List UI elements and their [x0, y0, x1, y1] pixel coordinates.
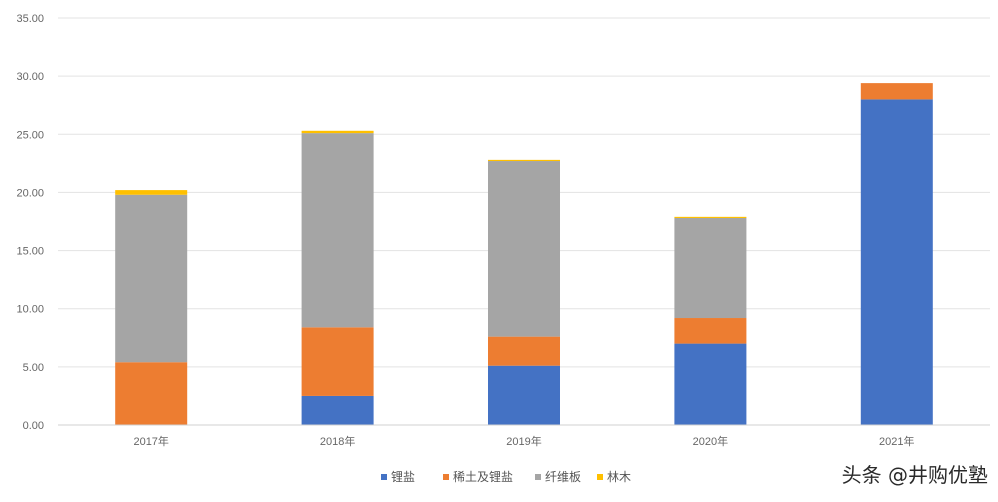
- x-tick-label: 2021年: [879, 434, 914, 448]
- bar-segment: [301, 395, 374, 425]
- bar-segment: [488, 159, 560, 162]
- x-tick-label: 2019年: [506, 434, 541, 448]
- bar-segment: [674, 216, 747, 219]
- y-tick-label: 30.00: [16, 71, 44, 83]
- bars: [115, 83, 933, 426]
- bar-segment: [301, 130, 374, 134]
- legend-swatch: [597, 474, 603, 480]
- bar-segment: [301, 327, 374, 396]
- y-tick-label: 35.00: [16, 13, 44, 25]
- y-tick-label: 5.00: [23, 362, 44, 374]
- legend-label: 锂盐: [391, 469, 415, 484]
- bar-segment: [860, 99, 933, 426]
- watermark: 头条 @井购优塾: [841, 463, 988, 487]
- y-tick-label: 0.00: [23, 420, 44, 432]
- bar-segment: [115, 190, 188, 195]
- bar-segment: [860, 83, 933, 100]
- bar-segment: [674, 318, 747, 344]
- bar-segment: [301, 133, 374, 328]
- y-tick-label: 20.00: [16, 187, 44, 199]
- legend-label: 林木: [607, 470, 631, 484]
- x-tick-label: 2020年: [693, 434, 728, 448]
- x-tick-label: 2017年: [133, 434, 168, 448]
- bar-segment: [674, 218, 747, 319]
- bar-segment: [488, 161, 560, 337]
- bar-segment: [488, 365, 560, 425]
- bar-segment: [674, 343, 747, 425]
- bar-segment: [115, 362, 188, 425]
- bar-segment: [115, 194, 188, 363]
- bar-segment: [488, 336, 560, 366]
- legend-swatch: [381, 474, 387, 480]
- legend-label: 稀土及锂盐: [453, 469, 513, 484]
- legend: 锂盐 稀土及锂盐 纤维板 林木: [381, 469, 631, 484]
- y-tick-label: 10.00: [16, 304, 44, 316]
- y-axis-ticks: 0.00 5.00 10.00 15.00 20.00 25.00 30.00 35.00: [16, 13, 44, 432]
- legend-swatch: [443, 474, 449, 480]
- x-tick-label: 2018年: [320, 434, 355, 448]
- legend-label: 纤维板: [545, 470, 581, 484]
- y-tick-label: 25.00: [16, 129, 44, 141]
- y-tick-label: 15.00: [16, 246, 44, 258]
- x-axis-ticks: 2017年 2018年 2019年 2020年 2021年: [133, 434, 914, 448]
- legend-swatch: [535, 474, 541, 480]
